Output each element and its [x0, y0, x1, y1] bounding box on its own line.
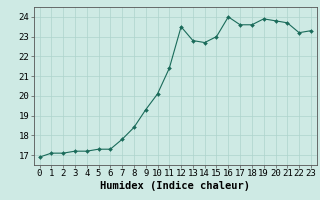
- X-axis label: Humidex (Indice chaleur): Humidex (Indice chaleur): [100, 181, 250, 191]
